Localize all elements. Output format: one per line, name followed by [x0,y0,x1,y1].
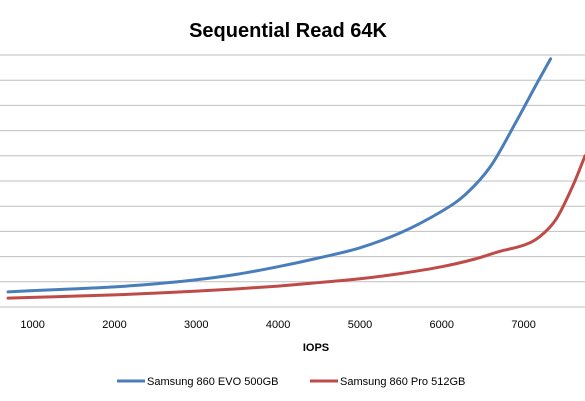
legend-label-2: Samsung 860 Pro 512GB [340,376,465,388]
series-lines [6,57,585,300]
x-tick-label: 4000 [266,319,290,331]
x-tick-label: 6000 [430,319,454,331]
x-tick-label: 5000 [348,319,372,331]
x-tick-label: 1000 [20,319,44,331]
series-line-2 [6,154,585,300]
legend-label-1: Samsung 860 EVO 500GB [147,376,278,388]
gridlines [0,54,585,308]
chart-title: Sequential Read 64K [189,20,387,42]
legend: Samsung 860 EVO 500GB Samsung 860 Pro 512… [117,376,465,388]
x-axis-label: IOPS [303,342,329,354]
series-line-1 [6,57,553,294]
x-tick-label: 7000 [511,319,535,331]
x-tick-label: 3000 [184,319,208,331]
x-tick-label: 2000 [102,319,126,331]
x-axis-ticks: 1000 2000 3000 4000 5000 6000 7000 [20,319,535,331]
